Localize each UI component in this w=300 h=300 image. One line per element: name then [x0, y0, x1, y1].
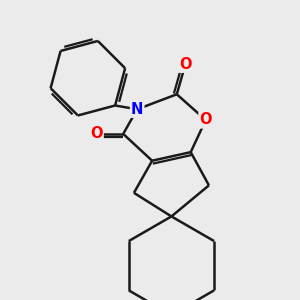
Text: N: N	[131, 102, 143, 117]
Text: O: O	[200, 112, 212, 128]
Text: O: O	[179, 57, 192, 72]
Text: O: O	[90, 126, 103, 141]
